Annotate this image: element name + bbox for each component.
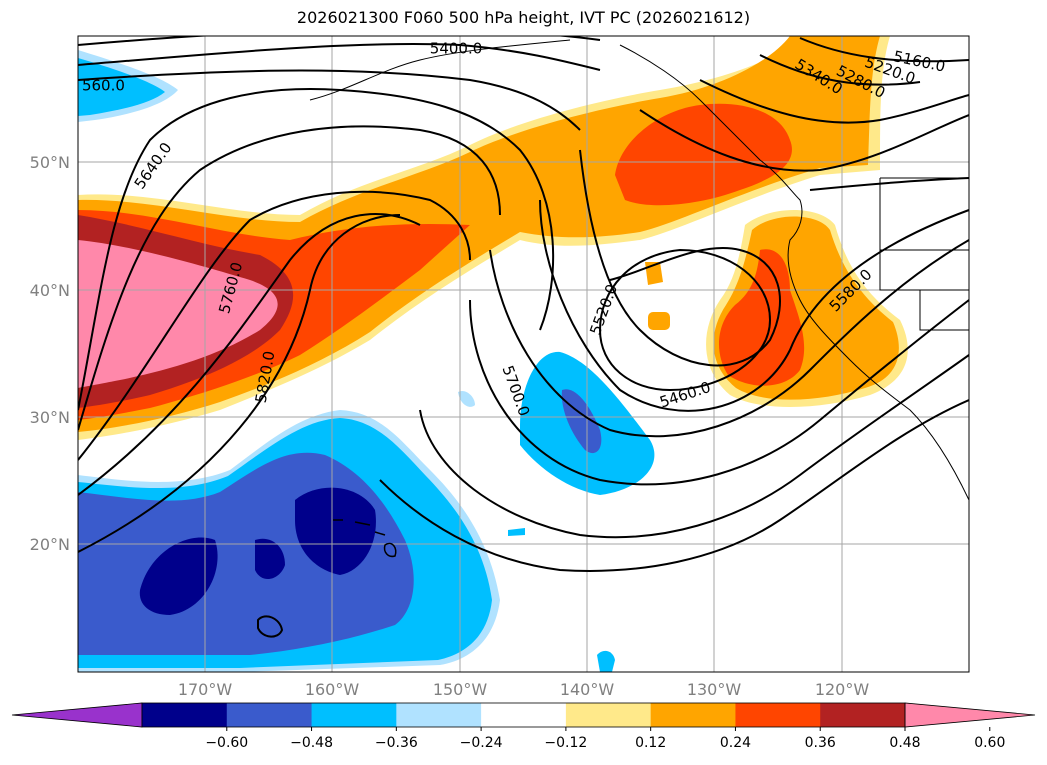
lon-tick-label: 160°W bbox=[305, 680, 360, 699]
colorbar-tick-label: −0.48 bbox=[290, 735, 333, 751]
contour-label: 560.0 bbox=[82, 77, 125, 95]
graticule bbox=[78, 36, 969, 672]
lat-tick-label: 50°N bbox=[30, 153, 70, 172]
colorbar-segment bbox=[226, 703, 313, 727]
longitude-axis: 170°W 160°W 150°W 140°W 130°W 120°W bbox=[178, 680, 870, 699]
colorbar-segment bbox=[142, 703, 228, 727]
chart-title: 2026021300 F060 500 hPa height, IVT PC (… bbox=[296, 8, 751, 27]
map-frame bbox=[77, 35, 970, 673]
colorbar-tick-label: 0.60 bbox=[974, 735, 1005, 751]
lat-tick-label: 20°N bbox=[30, 535, 70, 554]
colorbar-extend-max bbox=[904, 702, 1036, 728]
colorbar-tick-label: −0.12 bbox=[544, 735, 587, 751]
colorbar: −0.60 −0.48 −0.36 −0.24 −0.12 0.12 0.24 0.36 0.4… bbox=[11, 702, 1036, 751]
contour-label: 5400.0 bbox=[430, 40, 483, 58]
coastlines bbox=[309, 39, 969, 501]
colorbar-tick-label: 0.36 bbox=[805, 735, 836, 751]
colorbar-segment bbox=[565, 703, 652, 727]
colorbar-segment bbox=[481, 703, 567, 727]
lat-tick-label: 30°N bbox=[30, 408, 70, 427]
lat-tick-label: 40°N bbox=[30, 281, 70, 300]
colorbar-tick-label: −0.24 bbox=[460, 735, 503, 751]
colorbar-segment bbox=[396, 703, 482, 727]
colorbar-segment bbox=[735, 703, 821, 727]
hawaii-islands bbox=[257, 519, 397, 638]
map-area bbox=[78, 36, 969, 672]
colorbar-extend-min bbox=[11, 702, 143, 728]
ivt-positive-0.36-b bbox=[615, 103, 792, 206]
lon-tick-label: 150°W bbox=[433, 680, 488, 699]
lon-tick-label: 130°W bbox=[687, 680, 742, 699]
lon-tick-label: 120°W bbox=[815, 680, 870, 699]
colorbar-tick-label: 0.48 bbox=[889, 735, 920, 751]
colorbar-frame bbox=[141, 702, 906, 728]
latitude-axis: 50°N 40°N 30°N 20°N bbox=[30, 153, 70, 554]
ivt-positive-california-0.36 bbox=[718, 249, 805, 386]
colorbar-tick-label: 0.12 bbox=[635, 735, 666, 751]
colorbar-tick-label: −0.36 bbox=[375, 735, 418, 751]
colorbar-segment bbox=[311, 703, 397, 727]
ivt-negative-0.48 bbox=[139, 537, 218, 615]
colorbar-segment bbox=[650, 703, 736, 727]
ivt-negative-0.48-b bbox=[295, 487, 376, 575]
colorbar-tick-label: 0.24 bbox=[720, 735, 751, 751]
lon-tick-label: 170°W bbox=[178, 680, 233, 699]
ivt-negative-center-0.36 bbox=[561, 389, 602, 454]
lon-tick-label: 140°W bbox=[560, 680, 615, 699]
colorbar-tick-label: −0.60 bbox=[205, 735, 248, 751]
height-contours bbox=[78, 36, 969, 572]
colorbar-segment bbox=[820, 703, 906, 727]
